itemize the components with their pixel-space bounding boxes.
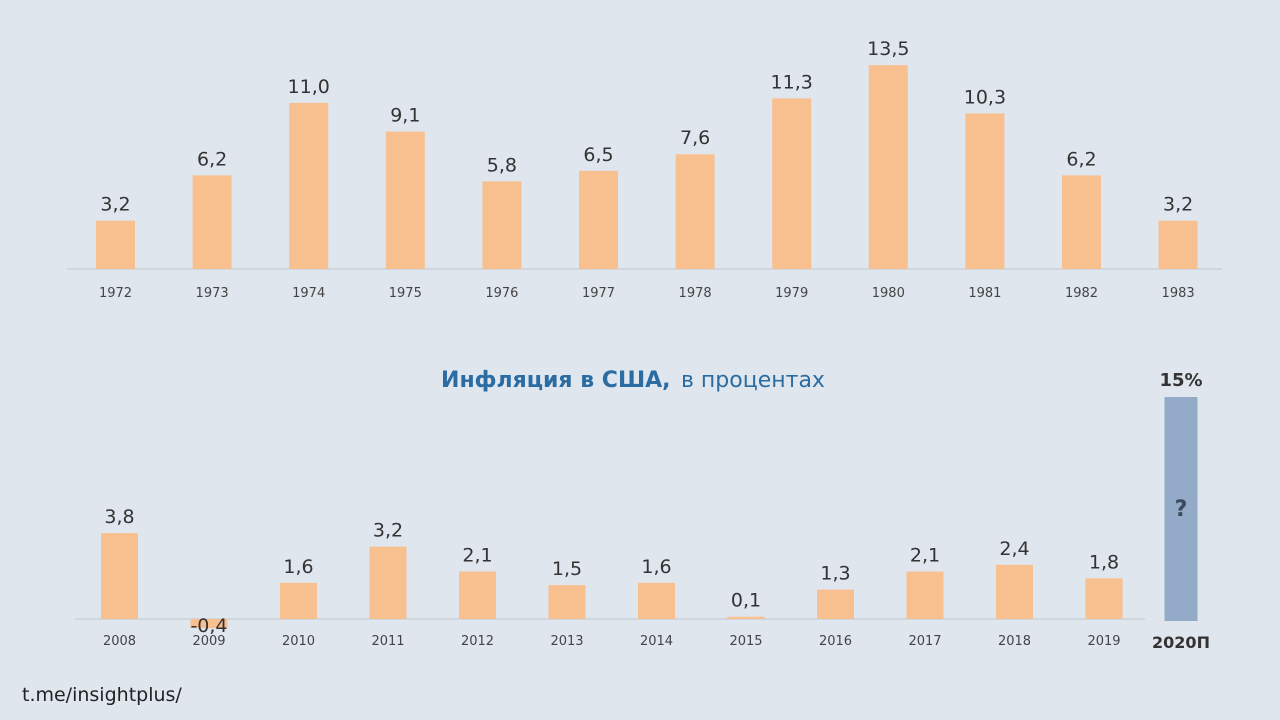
value-label-1976: 5,8 bbox=[487, 154, 517, 176]
bar-1979 bbox=[772, 98, 812, 270]
bar-2011 bbox=[369, 546, 407, 619]
chart-title-main: Инфляция в США, bbox=[441, 368, 670, 393]
tick-label-1980: 1980 bbox=[872, 286, 905, 301]
value-label-1980: 13,5 bbox=[867, 38, 909, 60]
bar-1978 bbox=[675, 154, 715, 269]
bar-2012 bbox=[459, 571, 496, 619]
bar-1975 bbox=[385, 131, 425, 269]
bar-2008 bbox=[101, 533, 138, 619]
tick-label-1983: 1983 bbox=[1162, 286, 1195, 301]
bar-2016 bbox=[817, 589, 854, 619]
forecast-bar bbox=[1164, 397, 1198, 621]
value-label-2013: 1,5 bbox=[552, 558, 582, 580]
tick-label-2019: 2019 bbox=[1087, 634, 1120, 649]
tick-label-2009: 2009 bbox=[192, 634, 225, 649]
bar-2015 bbox=[727, 616, 765, 619]
tick-label-2015: 2015 bbox=[729, 634, 762, 649]
tick-label-1975: 1975 bbox=[389, 286, 422, 301]
bar-1981 bbox=[965, 113, 1005, 269]
value-label-1972: 3,2 bbox=[100, 194, 130, 216]
value-label-2008: 3,8 bbox=[104, 506, 134, 528]
bar-1982 bbox=[1062, 175, 1101, 269]
value-label-2017: 2,1 bbox=[910, 545, 940, 567]
value-label-2019: 1,8 bbox=[1089, 551, 1119, 573]
tick-label-2017: 2017 bbox=[908, 634, 941, 649]
bar-2017 bbox=[906, 571, 944, 619]
chart-title-sub: в процентах bbox=[681, 368, 825, 393]
tick-label-1977: 1977 bbox=[582, 286, 615, 301]
tick-label-2008: 2008 bbox=[103, 634, 136, 649]
source-link[interactable]: t.me/insightplus/ bbox=[22, 684, 182, 706]
tick-label-2014: 2014 bbox=[640, 634, 673, 649]
value-label-2011: 3,2 bbox=[373, 520, 403, 542]
value-label-2018: 2,4 bbox=[999, 538, 1029, 560]
bar-2010 bbox=[280, 582, 317, 619]
value-label-1978: 7,6 bbox=[680, 127, 710, 149]
tick-label-1973: 1973 bbox=[196, 286, 229, 301]
bar-1976 bbox=[482, 181, 522, 269]
tick-label-1979: 1979 bbox=[775, 286, 808, 301]
bar-1983 bbox=[1158, 220, 1198, 269]
value-label-1982: 6,2 bbox=[1066, 148, 1096, 170]
bar-1977 bbox=[579, 170, 618, 269]
value-label-2012: 2,1 bbox=[462, 545, 492, 567]
value-label-1975: 9,1 bbox=[390, 105, 420, 127]
tick-label-2013: 2013 bbox=[550, 634, 583, 649]
value-label-2015: 0,1 bbox=[731, 590, 761, 612]
bar-2009 bbox=[190, 619, 228, 629]
bar-2018 bbox=[996, 564, 1033, 619]
tick-label-1982: 1982 bbox=[1065, 286, 1098, 301]
tick-label-1978: 1978 bbox=[679, 286, 712, 301]
value-label-1974: 11,0 bbox=[288, 76, 330, 98]
tick-label-2011: 2011 bbox=[371, 634, 404, 649]
tick-label-1974: 1974 bbox=[292, 286, 325, 301]
chart-title: Инфляция в США, в процентах bbox=[441, 368, 825, 393]
tick-label-2018: 2018 bbox=[998, 634, 1031, 649]
tick-label-1972: 1972 bbox=[99, 286, 132, 301]
forecast-tick-label: 2020П bbox=[1152, 633, 1210, 652]
tick-label-2016: 2016 bbox=[819, 634, 852, 649]
tick-label-1976: 1976 bbox=[485, 286, 518, 301]
value-label-1977: 6,5 bbox=[583, 144, 613, 166]
tick-label-2010: 2010 bbox=[282, 634, 315, 649]
forecast-question-mark: ? bbox=[1175, 497, 1188, 522]
value-label-2009: -0,4 bbox=[190, 615, 227, 637]
value-label-1979: 11,3 bbox=[771, 71, 813, 93]
bar-2019 bbox=[1085, 578, 1123, 619]
bar-1974 bbox=[289, 102, 329, 270]
forecast-value-label: 15% bbox=[1159, 370, 1202, 391]
value-label-2016: 1,3 bbox=[820, 563, 850, 585]
chart-1970s: 3,2 1972 6,2 1973 11,0 1974 9,1 1975 5,8 1976 6,5 1… bbox=[67, 38, 1222, 301]
tick-label-1981: 1981 bbox=[968, 286, 1001, 301]
bar-2014 bbox=[638, 582, 675, 619]
value-label-1973: 6,2 bbox=[197, 148, 227, 170]
value-label-1981: 10,3 bbox=[964, 86, 1006, 108]
value-label-2014: 1,6 bbox=[641, 556, 671, 578]
value-label-2010: 1,6 bbox=[283, 556, 313, 578]
bar-2013 bbox=[548, 585, 586, 619]
bar-1972 bbox=[96, 220, 135, 269]
value-label-1983: 3,2 bbox=[1163, 194, 1193, 216]
bar-1973 bbox=[192, 175, 232, 269]
tick-label-2012: 2012 bbox=[461, 634, 494, 649]
bar-1980 bbox=[868, 65, 908, 270]
